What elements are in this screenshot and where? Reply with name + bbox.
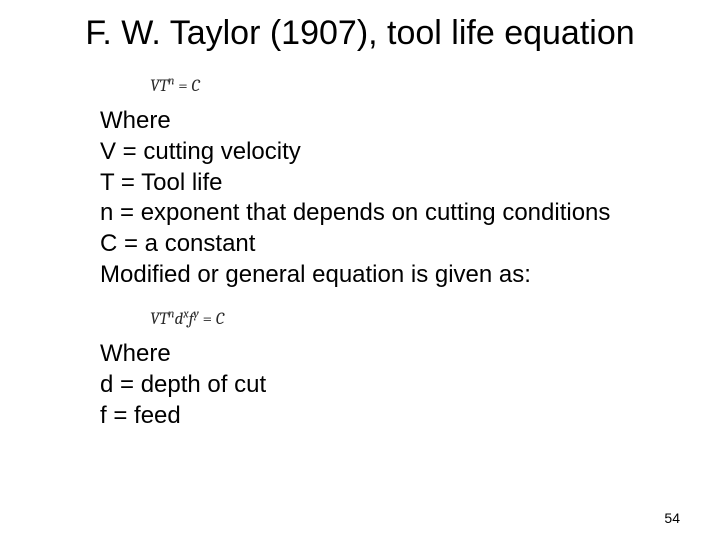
def-f: f = feed [100, 401, 640, 432]
slide-title: F. W. Taylor (1907), tool life equation [40, 14, 680, 53]
definitions-block-2: Where d = depth of cut f = feed [100, 339, 640, 431]
equation-2: VTndxfy = C [150, 310, 680, 329]
def-n: n = exponent that depends on cutting con… [100, 198, 640, 229]
slide: F. W. Taylor (1907), tool life equation … [0, 0, 720, 540]
definitions-block-1: Where V = cutting velocity T = Tool life… [100, 106, 640, 290]
def-d: d = depth of cut [100, 370, 640, 401]
where-label: Where [100, 106, 640, 137]
equation-1: VTn = C [150, 77, 680, 96]
def-c: C = a constant [100, 229, 640, 260]
def-t: T = Tool life [100, 168, 640, 199]
page-number: 54 [664, 510, 680, 526]
modified-intro: Modified or general equation is given as… [100, 260, 640, 291]
where-label-2: Where [100, 339, 640, 370]
def-v: V = cutting velocity [100, 137, 640, 168]
